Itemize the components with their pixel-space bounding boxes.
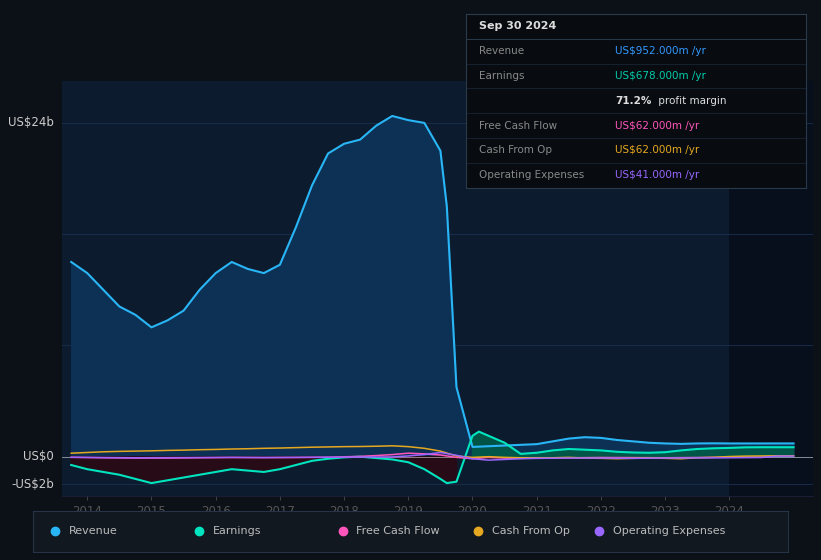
Text: Revenue: Revenue xyxy=(69,526,118,536)
Text: US$41.000m /yr: US$41.000m /yr xyxy=(616,170,699,180)
Text: Cash From Op: Cash From Op xyxy=(479,146,553,155)
Text: Operating Expenses: Operating Expenses xyxy=(479,170,585,180)
Text: Free Cash Flow: Free Cash Flow xyxy=(479,120,557,130)
Text: Free Cash Flow: Free Cash Flow xyxy=(356,526,440,536)
Text: Sep 30 2024: Sep 30 2024 xyxy=(479,21,557,31)
Text: Earnings: Earnings xyxy=(213,526,261,536)
Text: US$678.000m /yr: US$678.000m /yr xyxy=(616,71,706,81)
Text: US$62.000m /yr: US$62.000m /yr xyxy=(616,146,699,155)
Text: US$24b: US$24b xyxy=(8,116,54,129)
Text: Revenue: Revenue xyxy=(479,46,525,56)
Text: US$62.000m /yr: US$62.000m /yr xyxy=(616,120,699,130)
Text: US$952.000m /yr: US$952.000m /yr xyxy=(616,46,706,56)
Bar xyxy=(729,81,813,496)
Text: US$0: US$0 xyxy=(23,450,54,463)
Text: profit margin: profit margin xyxy=(654,96,726,106)
Text: -US$2b: -US$2b xyxy=(11,478,54,491)
Text: Earnings: Earnings xyxy=(479,71,525,81)
Text: Operating Expenses: Operating Expenses xyxy=(613,526,725,536)
Text: 71.2%: 71.2% xyxy=(616,96,652,106)
Text: Cash From Op: Cash From Op xyxy=(492,526,570,536)
